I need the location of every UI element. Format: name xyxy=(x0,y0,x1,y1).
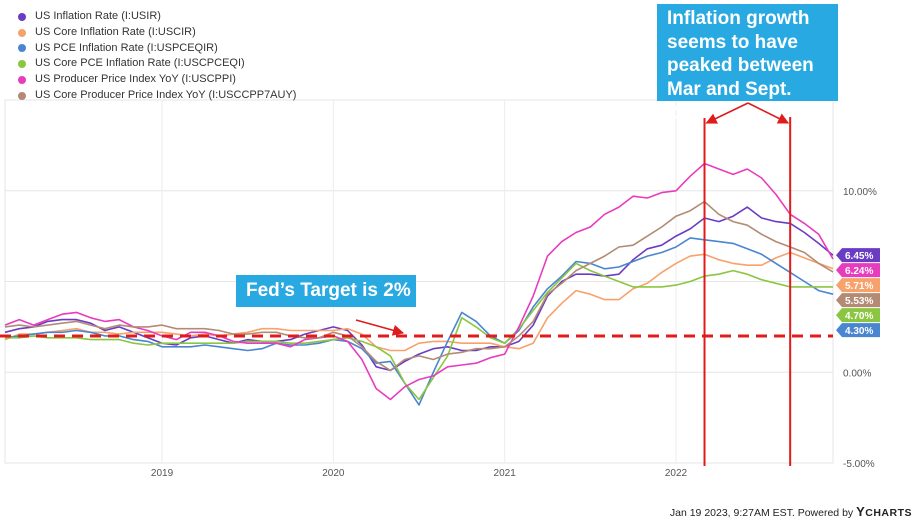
y-tick-label: -5.00% xyxy=(843,459,875,470)
legend-swatch xyxy=(18,44,26,53)
legend-entry: US PCE Inflation Rate (I:USPCEQIR) xyxy=(18,41,296,57)
series-line xyxy=(4,162,834,401)
x-tick-label: 2020 xyxy=(322,468,345,479)
legend-entry: US Core Inflation Rate (I:USCIR) xyxy=(18,25,296,41)
legend-entry: US Core PCE Inflation Rate (I:USCPCEQI) xyxy=(18,56,296,72)
end-value-label: 6.45% xyxy=(845,251,873,262)
legend-label: US Core PCE Inflation Rate (I:USCPCEQI) xyxy=(35,57,245,70)
legend-label: US PCE Inflation Rate (I:USPCEQIR) xyxy=(35,41,218,54)
x-tick-label: 2022 xyxy=(665,468,688,479)
chart-legend: US Inflation Rate (I:USIR) US Core Inflat… xyxy=(18,9,296,104)
fed-target-callout: Fed’s Target is 2% xyxy=(236,275,416,307)
legend-entry: US Producer Price Index YoY (I:USCPPI) xyxy=(18,72,296,88)
peak-arrow xyxy=(705,102,749,124)
legend-swatch xyxy=(18,60,26,69)
series-line xyxy=(4,251,834,352)
legend-entry: US Core Producer Price Index YoY (I:USCC… xyxy=(18,88,296,104)
footer-timestamp: Jan 19 2023, 9:27AM EST. Powered by xyxy=(669,507,854,519)
y-tick-label: 10.00% xyxy=(843,187,877,198)
x-tick-label: 2019 xyxy=(151,468,174,479)
end-value-tag xyxy=(836,263,880,278)
end-value-label: 5.71% xyxy=(845,281,873,292)
series-line xyxy=(5,262,833,401)
end-value-label: 5.53% xyxy=(845,296,873,307)
ycharts-logo: YCHARTS xyxy=(856,504,912,519)
end-value-tag xyxy=(836,248,880,263)
series-line xyxy=(4,200,834,372)
end-value-label: 6.24% xyxy=(845,266,873,277)
end-value-label: 4.70% xyxy=(845,311,873,322)
chart-footer: Jan 19 2023, 9:27AM EST. Powered by YCHA… xyxy=(670,504,912,519)
fed-target-arrow xyxy=(355,319,405,336)
legend-swatch xyxy=(18,76,26,85)
legend-label: US Producer Price Index YoY (I:USCPPI) xyxy=(35,73,236,86)
legend-swatch xyxy=(18,28,26,37)
end-value-tag xyxy=(836,308,880,323)
y-tick-label: 0.00% xyxy=(843,368,871,379)
series-line xyxy=(4,237,834,406)
legend-label: US Core Producer Price Index YoY (I:USCC… xyxy=(35,88,297,101)
legend-swatch xyxy=(18,12,26,21)
peak-annotation-callout: Inflation growth seems to have peaked be… xyxy=(657,4,838,123)
series-line xyxy=(4,206,834,372)
end-value-tag xyxy=(836,323,880,338)
end-value-label: 4.30% xyxy=(845,326,873,337)
legend-label: US Inflation Rate (I:USIR) xyxy=(35,10,161,22)
legend-label: US Core Inflation Rate (I:USCIR) xyxy=(35,25,196,38)
x-tick-label: 2021 xyxy=(494,468,517,479)
legend-entry: US Inflation Rate (I:USIR) xyxy=(18,9,296,25)
legend-swatch xyxy=(18,91,26,100)
end-value-tag xyxy=(836,278,880,293)
peak-arrow xyxy=(747,102,790,124)
end-value-tag xyxy=(836,293,880,308)
